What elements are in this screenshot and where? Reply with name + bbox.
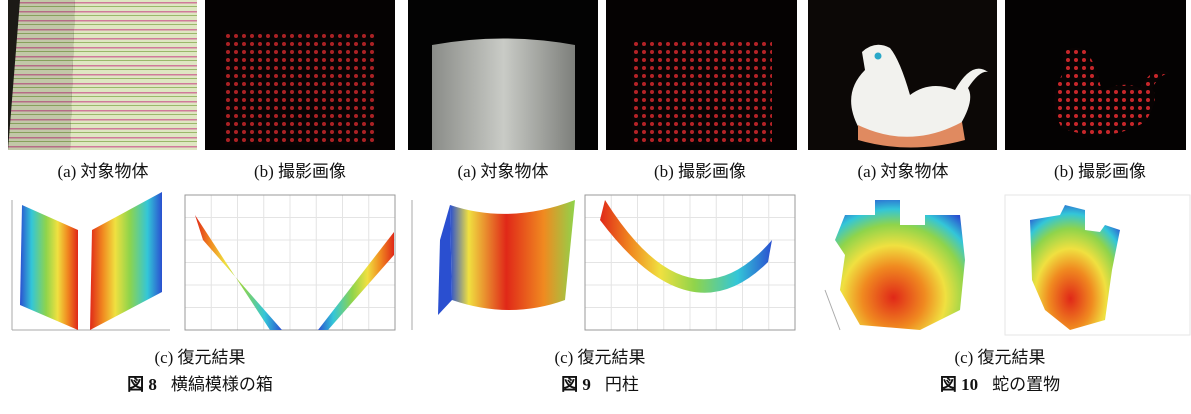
subcaption: (c) 復元結果: [554, 348, 645, 367]
subcaption: (a) 対象物体: [57, 162, 148, 181]
subcaption: (b) 撮影画像: [654, 162, 746, 181]
caption: 図 10 蛇の置物: [940, 375, 1060, 394]
caption: 図 8 横縞模様の箱: [127, 375, 273, 394]
subcaption: (b) 撮影画像: [1054, 162, 1146, 181]
figure-page: (a) 対象物体(b) 撮影画像(c) 復元結果図 8横縞模様の箱(a) 対象物…: [0, 0, 1191, 414]
profile: [318, 232, 394, 330]
duck-eye: [875, 53, 882, 60]
cylinder: [432, 39, 575, 151]
figure-number: 図 9: [561, 375, 591, 394]
figure-number: 図 10: [940, 375, 978, 394]
surface: [438, 205, 452, 315]
surface: [450, 200, 575, 310]
dot-grid: [632, 40, 772, 145]
caption: 図 9 円柱: [561, 375, 639, 394]
figure-title: 横縞模様の箱: [171, 375, 273, 394]
profile: [195, 215, 282, 330]
subcaption: (a) 対象物体: [857, 162, 948, 181]
surface: [835, 200, 965, 330]
figure-title: 円柱: [605, 375, 639, 394]
surface: [20, 205, 78, 330]
subcaption: (a) 対象物体: [457, 162, 548, 181]
surface: [90, 192, 162, 330]
subcaption: (c) 復元結果: [954, 348, 1045, 367]
subcaption: (c) 復元結果: [154, 348, 245, 367]
dot-grid: [225, 30, 375, 145]
surface: [1030, 205, 1120, 330]
box: [70, 0, 197, 150]
subcaption: (b) 撮影画像: [254, 162, 346, 181]
figure-title: 蛇の置物: [992, 375, 1060, 394]
axis: [825, 290, 840, 330]
profile: [600, 200, 772, 293]
figure-number: 図 8: [127, 375, 157, 394]
